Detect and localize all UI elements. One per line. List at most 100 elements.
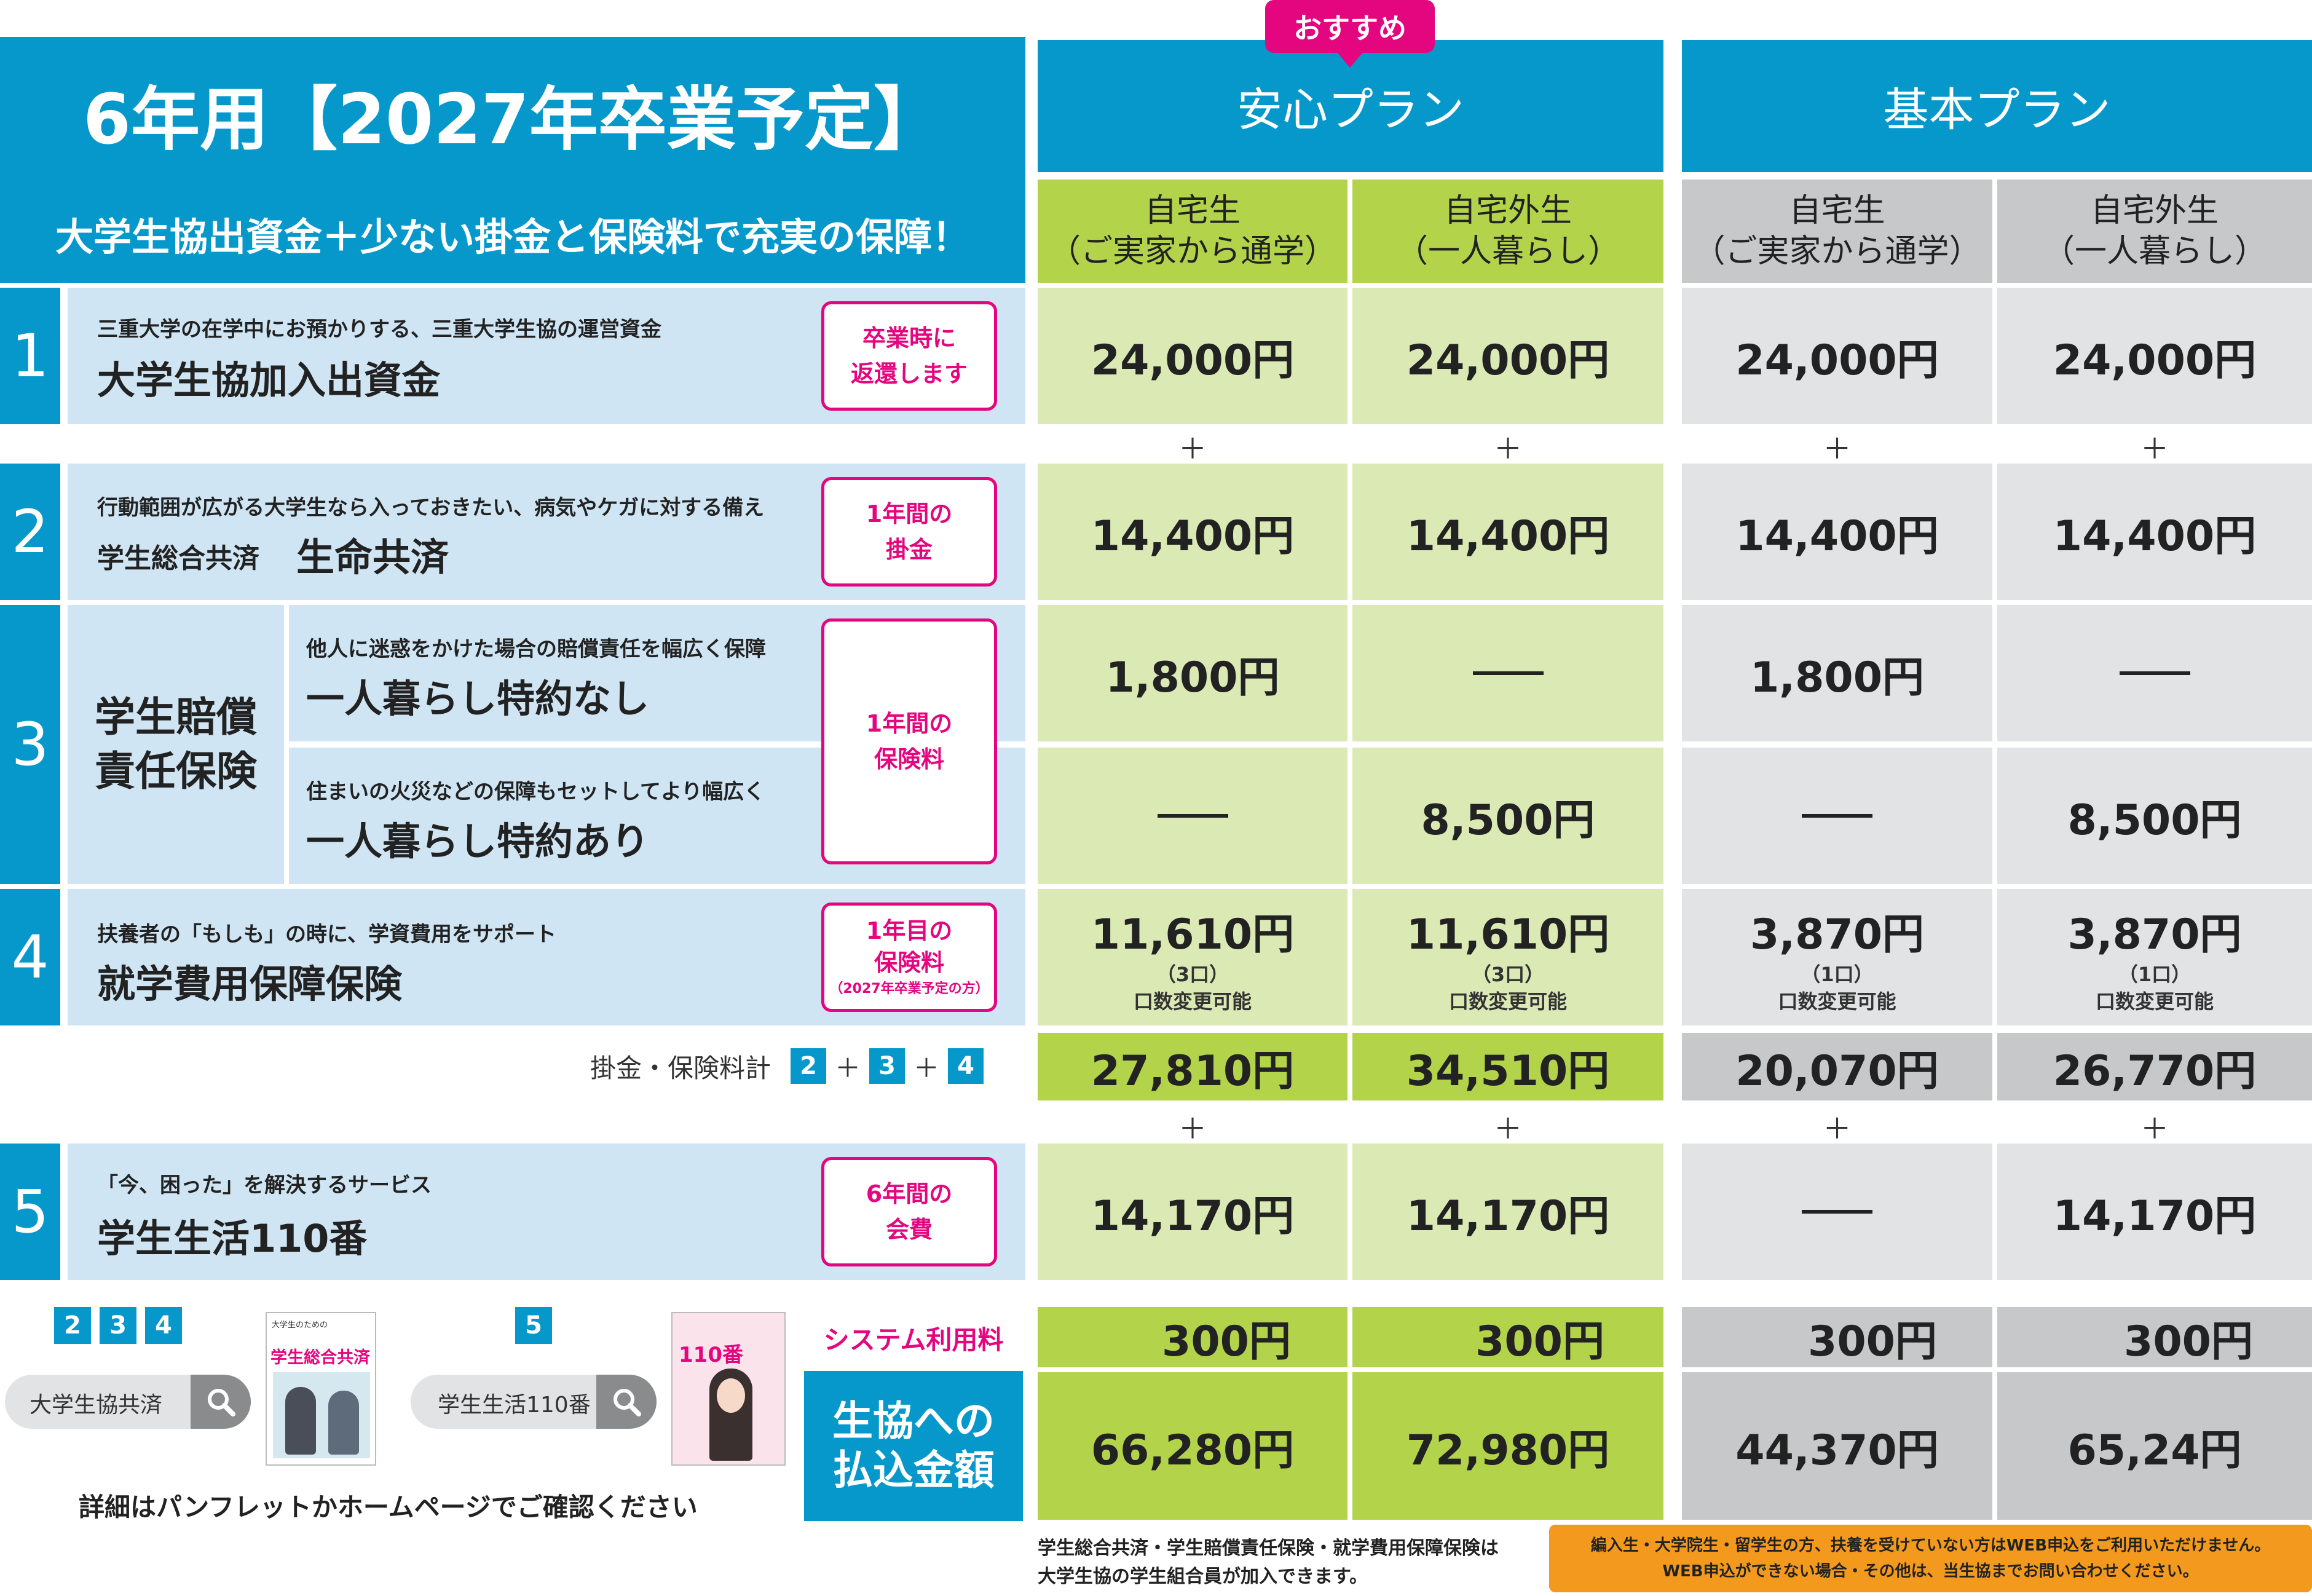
pamphlet-kyosai: 大学生のための 学生総合共済 xyxy=(266,1312,376,1466)
r3a-kihon-home: 1,800円 xyxy=(1682,605,1992,741)
search-text: 学生生活110番 xyxy=(438,1393,591,1418)
badge-line: 掛金 xyxy=(885,536,933,563)
col-kihon-home: 自宅生 （ご実家から通学） xyxy=(1682,180,1992,283)
search-box-110[interactable]: 学生生活110番 xyxy=(411,1375,657,1429)
row-3b-name: 一人暮らし特約あり xyxy=(306,819,650,864)
r4-note: 口数変更可能 xyxy=(1778,990,1896,1013)
r4-value: 3,870円 xyxy=(1750,911,1925,959)
row-3a-desc: 他人に迷惑をかけた場合の賠償責任を幅広く保障 xyxy=(306,637,766,662)
system-kihon-away: 300円 xyxy=(1997,1307,2312,1367)
row-number-2: 2 xyxy=(0,464,60,600)
row-1-name: 大学生協加入出資金 xyxy=(97,358,441,403)
plus-sign: ＋ xyxy=(1823,432,1852,465)
badge-line: 会費 xyxy=(885,1216,933,1243)
col-anshin-home: 自宅生 （ご実家から通学） xyxy=(1038,180,1347,283)
plan-kihon-header: 基本プラン xyxy=(1682,40,2312,172)
subtotal-anshin-home: 27,810円 xyxy=(1038,1033,1347,1100)
col-away-sublabel: （一人暮らし） xyxy=(2042,233,2267,270)
row-number-5: 5 xyxy=(0,1144,60,1280)
notice-line: 編入生・大学院生・留学生の方、扶養を受けていない方はWEB申込をご利用いただけま… xyxy=(1590,1536,2271,1555)
r3a-anshin-away xyxy=(1352,605,1663,741)
pamphlet-person xyxy=(285,1387,316,1455)
promo-num: 5 xyxy=(515,1307,552,1344)
subtotal-num-3: 3 xyxy=(869,1048,905,1084)
r4-kihon-home: 3,870円 （1口） 口数変更可能 xyxy=(1682,889,1992,1025)
row-number-3: 3 xyxy=(0,605,60,884)
total-label-line: 払込金額 xyxy=(832,1447,995,1494)
total-label-line: 生協への xyxy=(832,1397,995,1445)
r5-kihon-away: 14,170円 xyxy=(1997,1144,2312,1280)
row-4-badge: 1年目の 保険料 （2027年卒業予定の方） xyxy=(821,903,997,1012)
badge-line: 保険料 xyxy=(874,949,944,976)
row-3-label: 学生賠償 責任保険 xyxy=(68,605,284,884)
badge-note: （2027年卒業予定の方） xyxy=(829,981,989,997)
plus-sign: ＋ xyxy=(1494,432,1522,465)
r1-anshin-home: 24,000円 xyxy=(1038,288,1347,424)
search-box-kyosai[interactable]: 大学生協共済 xyxy=(5,1375,251,1429)
r5-anshin-home: 14,170円 xyxy=(1038,1144,1347,1280)
col-anshin-away: 自宅外生 （一人暮らし） xyxy=(1352,180,1663,283)
plus-sign: ＋ xyxy=(1178,1112,1207,1145)
r3a-anshin-home: 1,800円 xyxy=(1038,605,1347,741)
header-left xyxy=(0,37,1025,283)
r4-note: 口数変更可能 xyxy=(1448,990,1567,1013)
plus-sign: ＋ xyxy=(913,1053,940,1083)
r1-kihon-away: 24,000円 xyxy=(1997,288,2312,424)
detail-note: 詳細はパンフレットかホームページでご確認ください xyxy=(79,1492,698,1522)
web-apply-notice: 編入生・大学院生・留学生の方、扶養を受けていない方はWEB申込をご利用いただけま… xyxy=(1549,1525,2312,1592)
badge-line: 1年間の xyxy=(866,500,953,527)
system-fee-label: システム利用料 xyxy=(823,1324,1004,1355)
col-home-label: 自宅生 xyxy=(1144,192,1241,229)
r4-note: 口数変更可能 xyxy=(2095,990,2214,1013)
eligibility-note: 学生総合共済・学生賠償責任保険・就学費用保障保険は 大学生協の学生組合員が加入で… xyxy=(1038,1535,1499,1591)
promo-num: 2 xyxy=(54,1307,91,1344)
subtotal-label: 掛金・保険料計 2 ＋ 3 ＋ 4 xyxy=(590,1046,984,1086)
r3a-kihon-away xyxy=(1997,605,2312,741)
r1-anshin-away: 24,000円 xyxy=(1352,288,1663,424)
r2-anshin-away: 14,400円 xyxy=(1352,464,1663,600)
not-applicable-dash xyxy=(1802,814,1872,818)
r3b-kihon-away: 8,500円 xyxy=(1997,748,2312,884)
search-icon xyxy=(614,1389,641,1416)
pamphlet-title: 学生総合共済 xyxy=(270,1348,370,1367)
search-text: 大学生協共済 xyxy=(30,1393,163,1418)
subtotal-num-4: 4 xyxy=(948,1048,984,1084)
search-button[interactable] xyxy=(596,1375,657,1429)
subtotal-num-2: 2 xyxy=(791,1048,827,1084)
row-1-badge: 卒業時に 返還します xyxy=(821,301,997,411)
recommend-badge: おすすめ xyxy=(1265,0,1435,53)
r4-value: 3,870円 xyxy=(2067,911,2242,959)
pamphlet-face xyxy=(717,1378,745,1413)
row-number-1: 1 xyxy=(0,288,60,424)
system-anshin-home: 300円 xyxy=(1038,1307,1347,1367)
row-3-badge: 1年間の 保険料 xyxy=(821,618,997,864)
total-anshin-away: 72,980円 xyxy=(1352,1372,1663,1520)
promo-num: 4 xyxy=(145,1307,182,1344)
not-applicable-dash xyxy=(2119,671,2190,675)
search-button[interactable] xyxy=(191,1375,251,1429)
page-subtitle: 大学生協出資金＋少ない掛金と保険料で充実の保障！ xyxy=(55,215,970,259)
col-home-sublabel: （ご実家から通学） xyxy=(1048,233,1336,270)
total-anshin-home: 66,280円 xyxy=(1038,1372,1347,1520)
pamphlet-110: 110番 xyxy=(671,1312,786,1466)
note-line: 大学生協の学生組合員が加入できます。 xyxy=(1038,1566,1368,1587)
col-away-sublabel: （一人暮らし） xyxy=(1395,233,1620,270)
r4-units: （1口） xyxy=(1801,963,1874,986)
row-2-badge: 1年間の 掛金 xyxy=(821,477,997,587)
plus-sign: ＋ xyxy=(1494,1112,1522,1145)
subtotal-text: 掛金・保険料計 xyxy=(590,1053,771,1083)
r2-kihon-home: 14,400円 xyxy=(1682,464,1992,600)
row-3a-name: 一人暮らし特約なし xyxy=(306,676,650,721)
row-3-label-line: 学生賠償 xyxy=(95,693,257,741)
row-2-name: 生命共済 xyxy=(296,535,449,580)
col-home-label: 自宅生 xyxy=(1789,192,1885,229)
r5-anshin-away: 14,170円 xyxy=(1352,1144,1663,1280)
col-home-sublabel: （ご実家から通学） xyxy=(1693,233,1981,270)
plus-sign: ＋ xyxy=(1178,432,1207,465)
plus-sign: ＋ xyxy=(2140,1112,2169,1145)
subtotal-kihon-home: 20,070円 xyxy=(1682,1033,1992,1100)
row-5-desc: 「今、困った」を解決するサービス xyxy=(97,1173,432,1198)
system-kihon-home: 300円 xyxy=(1682,1307,1992,1367)
r4-anshin-away: 11,610円 （3口） 口数変更可能 xyxy=(1352,889,1663,1025)
r5-kihon-home xyxy=(1682,1144,1992,1280)
